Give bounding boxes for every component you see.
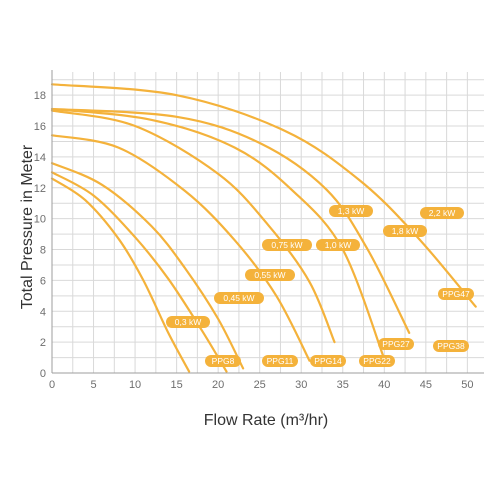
curve-ppg22: [50, 134, 311, 362]
label-pill: [359, 355, 395, 367]
curve-ppg27: [50, 109, 336, 344]
label-text: PPG22: [363, 356, 391, 366]
label-text: 2,2 kW: [429, 208, 455, 218]
chart-axes: [51, 70, 484, 374]
curve-ppg47: [50, 107, 411, 334]
power-label: 1,3 kW: [329, 205, 373, 217]
label-pill: [329, 205, 373, 217]
y-tick-label: 14: [34, 152, 46, 164]
curve-ppg8: [50, 177, 191, 373]
y-tick-label: 8: [40, 245, 46, 257]
power-label: 0,55 kW: [245, 269, 295, 281]
y-tick-label: 10: [34, 214, 46, 226]
y-tick-label: 18: [34, 90, 46, 102]
x-tick-label: 35: [337, 379, 349, 391]
x-tick-label: 15: [170, 379, 182, 391]
model-label: PPG11: [262, 355, 298, 367]
curve-unlabeled: [50, 83, 477, 308]
x-axis-title: Flow Rate (m³/hr): [204, 412, 328, 429]
model-label: PPG47: [438, 288, 474, 300]
x-tick-label: 10: [129, 379, 141, 391]
x-tick-label: 45: [420, 379, 432, 391]
model-label: PPG38: [433, 340, 469, 352]
model-label: PPG14: [310, 355, 346, 367]
label-pill: [433, 340, 469, 352]
label-text: 1,3 kW: [338, 206, 364, 216]
curve-ppg11: [50, 171, 228, 373]
label-text: PPG14: [314, 356, 342, 366]
model-label: PPG8: [205, 355, 241, 367]
label-text: 1,8 kW: [392, 226, 418, 236]
power-label: 0,3 kW: [166, 316, 210, 328]
curve-labels: 0,3 kW 0,45 kW 0,55 kW 0,75 kW 1,0 kW 1,3 kW 1…: [166, 205, 474, 367]
y-tick-label: 0: [40, 368, 46, 380]
label-pill: [245, 269, 295, 281]
model-label: PPG27: [378, 338, 414, 350]
label-pill: [205, 355, 241, 367]
label-text: 0,75 kW: [271, 240, 302, 250]
label-text: PPG38: [437, 341, 465, 351]
label-pill: [166, 316, 210, 328]
y-axis-title: Total Pressure in Meter: [19, 144, 36, 309]
label-text: 1,0 kW: [325, 240, 351, 250]
power-label: 2,2 kW: [420, 207, 464, 219]
x-tick-label: 25: [254, 379, 266, 391]
y-tick-label: 2: [40, 337, 46, 349]
label-pill: [262, 239, 312, 251]
tick-labels: 0 5 10 15 20 25 30 35 40 45 50 0 2 4 6 8 10 12 14 16 18: [34, 90, 474, 391]
y-tick-label: 16: [34, 121, 46, 133]
label-pill: [262, 355, 298, 367]
label-text: PPG8: [212, 356, 235, 366]
x-tick-label: 0: [49, 379, 55, 391]
power-label: 0,75 kW: [262, 239, 312, 251]
label-text: 0,3 kW: [175, 317, 201, 327]
label-pill: [438, 288, 474, 300]
label-text: PPG27: [382, 339, 410, 349]
label-text: 0,45 kW: [223, 293, 254, 303]
label-text: 0,55 kW: [254, 270, 285, 280]
curve-ppg38: [50, 107, 386, 361]
y-tick-label: 4: [40, 306, 46, 318]
pump-curves: [50, 83, 477, 373]
model-label: PPG22: [359, 355, 395, 367]
label-pill: [310, 355, 346, 367]
label-text: PPG11: [267, 356, 294, 366]
power-label: 0,45 kW: [214, 292, 264, 304]
x-tick-label: 20: [212, 379, 224, 391]
y-tick-label: 6: [40, 275, 46, 287]
power-label: 1,0 kW: [316, 239, 360, 251]
y-tick-label: 12: [34, 183, 46, 195]
label-pill: [378, 338, 414, 350]
x-tick-label: 50: [461, 379, 473, 391]
x-tick-label: 40: [378, 379, 390, 391]
label-pill: [420, 207, 464, 219]
x-tick-label: 30: [295, 379, 307, 391]
label-text: PPG47: [442, 289, 470, 299]
label-pill: [383, 225, 427, 237]
power-label: 1,8 kW: [383, 225, 427, 237]
chart-grid: [51, 72, 484, 374]
curve-ppg14: [50, 162, 245, 370]
label-pill: [214, 292, 264, 304]
label-pill: [316, 239, 360, 251]
x-tick-label: 5: [90, 379, 96, 391]
